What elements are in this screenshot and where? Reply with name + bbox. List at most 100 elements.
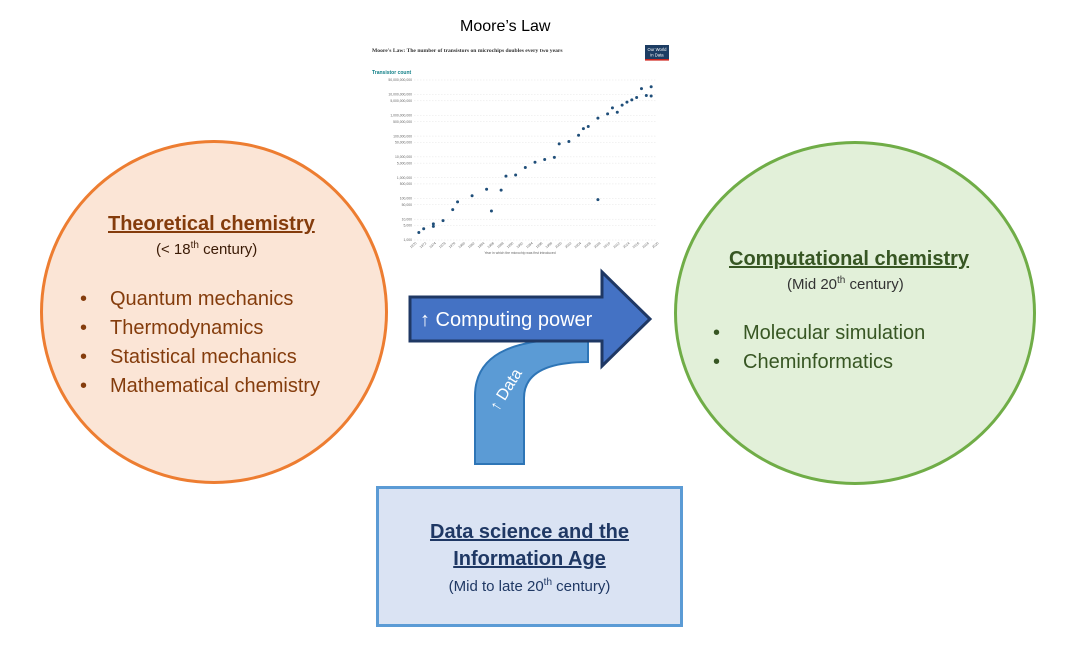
list-item: Mathematical chemistry bbox=[80, 372, 320, 401]
computational-chemistry-title: Computational chemistry bbox=[729, 248, 970, 270]
chart-y-tick-label: 100,000 bbox=[400, 197, 412, 201]
chart-background bbox=[370, 44, 670, 258]
chart-x-tick-label: 1996 bbox=[535, 241, 543, 249]
chart-x-tick-label: 1994 bbox=[525, 241, 533, 249]
data-science-title: Data science and the Information Age bbox=[379, 519, 680, 573]
chart-x-tick-label: 1976 bbox=[438, 241, 446, 249]
list-item: Statistical mechanics bbox=[80, 343, 320, 372]
chart-point bbox=[596, 116, 600, 120]
period-text: (Mid 20 bbox=[787, 276, 838, 293]
chart-point bbox=[441, 219, 445, 223]
chart-point bbox=[422, 227, 426, 231]
data-science-title-line1: Data science and the bbox=[430, 521, 629, 543]
chart-point bbox=[649, 94, 653, 98]
chart-point bbox=[489, 209, 493, 213]
chart-x-tick-label: 1986 bbox=[487, 241, 495, 249]
owid-badge bbox=[645, 45, 669, 60]
chart-heading: Moore’s Law bbox=[460, 18, 551, 35]
chart-y-tick-label: 10,000,000 bbox=[395, 155, 412, 159]
chart-point bbox=[504, 174, 508, 178]
chart-point bbox=[456, 200, 460, 204]
chart-x-tick-label: 1970 bbox=[409, 241, 417, 249]
chart-y-tick-label: 500,000 bbox=[400, 182, 412, 186]
chart-y-tick-label: 1,000,000 bbox=[397, 176, 412, 180]
chart-x-tick-label: 2002 bbox=[564, 241, 572, 249]
chart-point bbox=[485, 187, 489, 191]
chart-point bbox=[552, 155, 556, 159]
chart-point bbox=[567, 139, 571, 143]
period-text: (< 18 bbox=[156, 241, 191, 258]
chart-point bbox=[451, 208, 455, 212]
owid-badge-line2: in Data bbox=[650, 53, 664, 58]
chart-y-tick-label: 10,000 bbox=[402, 217, 412, 221]
chart-x-tick-label: 1982 bbox=[467, 241, 475, 249]
chart-x-tick-label: 1980 bbox=[458, 241, 466, 249]
chart-y-tick-label: 50,000,000,000 bbox=[388, 78, 412, 82]
chart-y-tick-label: 5,000,000,000 bbox=[390, 99, 412, 103]
chart-y-tick-label: 10,000,000,000 bbox=[388, 93, 412, 97]
chart-y-tick-label: 1,000 bbox=[404, 238, 413, 242]
chart-point bbox=[514, 173, 518, 177]
chart-y-tick-label: 5,000 bbox=[404, 224, 413, 228]
chart-point bbox=[620, 103, 624, 107]
chart-point bbox=[625, 100, 629, 104]
chart-x-tick-label: 1984 bbox=[477, 241, 485, 249]
chart-point bbox=[639, 87, 643, 91]
chart-point bbox=[523, 165, 527, 169]
chart-point bbox=[581, 127, 585, 131]
period-superscript: th bbox=[543, 577, 553, 588]
chart-x-tick-label: 1988 bbox=[496, 241, 504, 249]
chart-x-tick-label: 2014 bbox=[622, 241, 630, 249]
chart-y-tick-labels: 50,000,000,000 10,000,000,000 5,000,000,00… bbox=[388, 78, 412, 242]
period-superscript: th bbox=[837, 275, 846, 286]
chart-point bbox=[557, 142, 561, 146]
chart-x-tick-label: 2018 bbox=[642, 241, 650, 249]
chart-x-tick-labels: 1970 1972 1974 1976 1978 1980 1982 1984 1986 1988… bbox=[409, 241, 659, 249]
chart-point bbox=[431, 222, 435, 226]
period-text: (Mid to late 20 bbox=[448, 578, 544, 595]
moores-law-chart: Moore's Law: The number of transistors o… bbox=[370, 44, 670, 258]
chart-x-tick-label: 2012 bbox=[612, 241, 620, 249]
chart-gridlines bbox=[414, 79, 656, 241]
chart-point bbox=[596, 198, 600, 202]
period-text-end: century) bbox=[552, 578, 611, 595]
chart-x-tick-label: 2016 bbox=[632, 241, 640, 249]
chart-x-tick-label: 2008 bbox=[593, 241, 601, 249]
computing-power-arrow bbox=[408, 268, 653, 370]
chart-x-tick-label: 1992 bbox=[516, 241, 524, 249]
chart-point bbox=[610, 106, 614, 110]
theoretical-chemistry-title: Theoretical chemistry bbox=[108, 213, 315, 235]
chart-point bbox=[470, 194, 474, 198]
chart-x-tick-label: 2000 bbox=[554, 241, 562, 249]
chart-point bbox=[577, 133, 581, 137]
chart-x-axis-title: Year in which the microchip was first in… bbox=[484, 251, 555, 255]
chart-y-tick-label: 500,000,000 bbox=[393, 120, 412, 124]
chart-title: Moore's Law: The number of transistors o… bbox=[372, 48, 563, 54]
chart-x-tick-label: 2004 bbox=[574, 241, 582, 249]
chart-point bbox=[586, 124, 590, 128]
chart-x-tick-label: 2006 bbox=[583, 241, 591, 249]
chart-point bbox=[630, 98, 634, 102]
chart-point bbox=[635, 95, 639, 99]
chart-x-tick-label: 1978 bbox=[448, 241, 456, 249]
chart-x-tick-label: 1990 bbox=[506, 241, 514, 249]
chart-point bbox=[606, 112, 610, 116]
chart-point bbox=[644, 93, 648, 97]
chart-x-tick-label: 1998 bbox=[545, 241, 553, 249]
list-item: Cheminformatics bbox=[713, 348, 925, 377]
chart-x-tick-label: 2010 bbox=[603, 241, 611, 249]
chart-y-tick-label: 100,000,000 bbox=[393, 134, 412, 138]
list-item: Thermodynamics bbox=[80, 314, 320, 343]
computational-chemistry-circle bbox=[674, 141, 1036, 485]
chart-x-tick-label: 2020 bbox=[651, 241, 659, 249]
list-item: Quantum mechanics bbox=[80, 285, 320, 314]
chart-y-tick-label: 1,000,000,000 bbox=[390, 114, 412, 118]
data-science-title-line2: Information Age bbox=[453, 548, 606, 570]
period-text-end: century) bbox=[845, 276, 904, 293]
chart-point bbox=[499, 188, 503, 192]
chart-point bbox=[649, 85, 653, 89]
chart-point bbox=[431, 224, 435, 228]
chart-x-tick-label: 1972 bbox=[419, 241, 427, 249]
chart-point bbox=[543, 157, 547, 161]
